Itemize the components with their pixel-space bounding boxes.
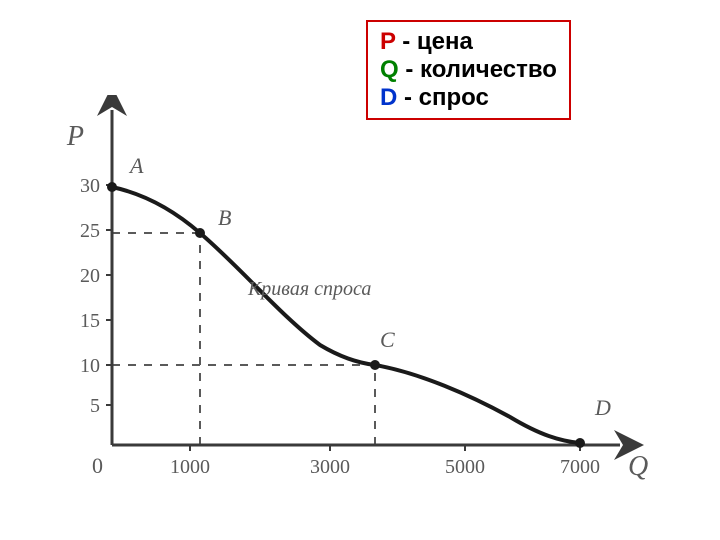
svg-text:5000: 5000 [445,456,485,478]
svg-text:Q: Q [628,451,648,482]
legend-line: Q - количество [380,56,557,84]
svg-text:0: 0 [92,453,103,478]
svg-text:20: 20 [80,265,100,287]
svg-text:10: 10 [80,355,100,377]
svg-text:D: D [594,395,611,420]
svg-text:C: C [380,327,395,352]
svg-text:A: A [128,153,144,178]
svg-text:1000: 1000 [170,456,210,478]
svg-text:7000: 7000 [560,456,600,478]
svg-text:30: 30 [80,175,100,197]
svg-text:3000: 3000 [310,456,350,478]
demand-chart: 5 10 15 20 25 30 1000 3000 5000 7000 0 P Q Кривая спр… [40,95,660,505]
svg-text:Кривая спроса: Кривая спроса [247,278,371,300]
legend-line: P - цена [380,28,557,56]
legend-definition: - цена [396,28,473,55]
svg-text:25: 25 [80,220,100,242]
svg-text:P: P [66,121,84,152]
legend-symbol: Q [380,56,399,83]
svg-text:B: B [218,205,231,230]
svg-text:5: 5 [90,395,100,417]
legend-definition: - количество [399,56,557,83]
svg-text:15: 15 [80,310,100,332]
legend-symbol: P [380,28,396,55]
